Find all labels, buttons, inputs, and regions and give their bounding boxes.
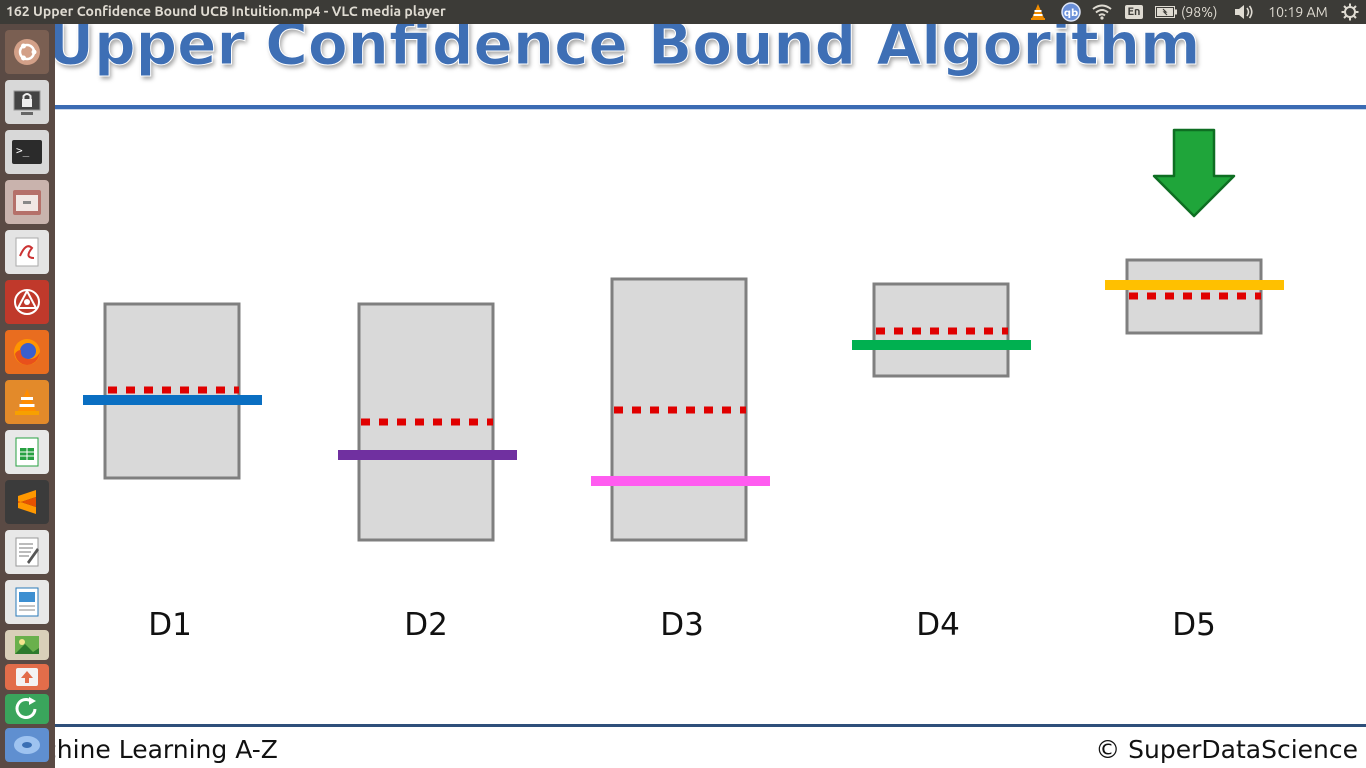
bandit-d1 [83, 302, 262, 480]
slide-title: Upper Confidence Bound Algorithm [55, 24, 1201, 79]
sublime-text-icon[interactable] [5, 480, 49, 524]
software-updater-icon[interactable] [5, 664, 49, 690]
svg-text:>_: >_ [16, 144, 30, 157]
video-frame-slide: Upper Confidence Bound Algorithm [55, 24, 1366, 768]
battery-percent: (98%) [1181, 4, 1218, 20]
true-return-line [338, 450, 517, 460]
keyboard-layout-indicator[interactable]: En [1123, 2, 1145, 22]
bandit-label-d3: D3 [660, 607, 704, 643]
wifi-icon[interactable] [1090, 2, 1114, 22]
bandit-d3 [591, 277, 770, 542]
spreadsheet-icon[interactable] [5, 430, 49, 474]
firefox-icon[interactable] [5, 330, 49, 374]
ubuntu-dash-icon[interactable] [5, 30, 49, 74]
launcher: >_ [0, 24, 55, 768]
bandit-d4 [852, 282, 1031, 378]
refresh-icon[interactable] [5, 694, 49, 724]
image-viewer-icon[interactable] [5, 630, 49, 660]
scrum-icon[interactable] [5, 280, 49, 324]
footer-divider [55, 724, 1366, 727]
lock-screen-icon[interactable] [5, 80, 49, 124]
true-return-line [852, 340, 1031, 350]
vlc-icon[interactable] [5, 380, 49, 424]
clock[interactable]: 10:19 AM [1268, 4, 1328, 20]
volume-icon[interactable] [1232, 2, 1256, 22]
battery-indicator[interactable]: (98%) [1155, 2, 1225, 22]
disk-icon[interactable] [5, 728, 49, 762]
files-icon[interactable] [5, 180, 49, 224]
true-return-line [1105, 280, 1284, 290]
footer-copyright: © SuperDataScience [1095, 735, 1358, 764]
bandit-d5 [1105, 258, 1284, 335]
title-divider [55, 105, 1366, 110]
footer-course-name: chine Learning A-Z [55, 735, 278, 764]
vlc-tray-icon[interactable] [1027, 2, 1049, 22]
selection-arrow-icon [1152, 128, 1236, 218]
top-panel: 162 Upper Confidence Bound UCB Intuition… [0, 0, 1366, 24]
bandit-d2 [338, 302, 517, 542]
bandit-label-d4: D4 [916, 607, 960, 643]
evince-icon[interactable] [5, 230, 49, 274]
true-return-line [591, 476, 770, 486]
bandit-label-d1: D1 [148, 607, 192, 643]
bandit-label-d5: D5 [1172, 607, 1216, 643]
keyboard-layout-label: En [1124, 5, 1144, 19]
window-title: 162 Upper Confidence Bound UCB Intuition… [6, 3, 446, 19]
gear-icon[interactable] [1339, 2, 1361, 22]
document-viewer-icon[interactable] [5, 580, 49, 624]
true-return-line [83, 395, 262, 405]
bandits-diagram [83, 128, 1284, 542]
text-editor-icon[interactable] [5, 530, 49, 574]
svg-text:qb: qb [1064, 8, 1078, 19]
qbittorrent-tray-icon[interactable]: qb [1059, 2, 1083, 22]
terminal-icon[interactable]: >_ [5, 130, 49, 174]
battery-icon [1155, 6, 1177, 18]
bandit-label-d2: D2 [404, 607, 448, 643]
